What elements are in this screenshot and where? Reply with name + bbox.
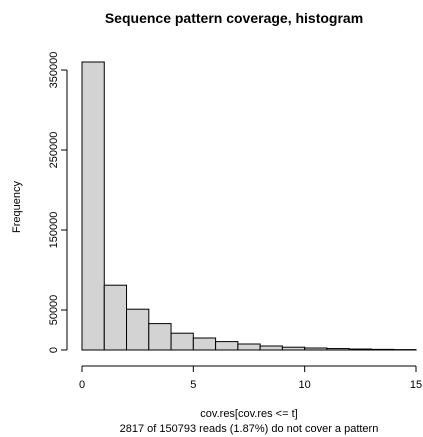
histogram-bar-5 bbox=[192, 337, 217, 351]
y-tick-label-0: 0 bbox=[48, 347, 60, 353]
histogram-bar-8 bbox=[259, 345, 283, 351]
histogram-bar-0 bbox=[81, 61, 105, 351]
histogram-bar-4 bbox=[170, 332, 194, 351]
y-axis-label: Frequency bbox=[11, 181, 23, 233]
x-tick-label-2: 10 bbox=[299, 379, 311, 391]
histogram-bar-9 bbox=[281, 346, 306, 351]
histogram-bar-12 bbox=[348, 348, 372, 351]
x-tick-label-1: 5 bbox=[190, 379, 196, 391]
histogram-bar-7 bbox=[237, 343, 261, 351]
histogram-bar-10 bbox=[304, 347, 328, 351]
x-axis-label: cov.res[cov.res <= t] bbox=[200, 408, 297, 420]
y-axis: 0 50000 150000 250000 350000 bbox=[48, 52, 68, 353]
histogram-bar-1 bbox=[103, 284, 128, 351]
y-tick-label-1: 50000 bbox=[48, 295, 60, 326]
histogram-bar-13 bbox=[370, 348, 395, 351]
histogram-bar-2 bbox=[126, 308, 150, 351]
histogram-bar-3 bbox=[148, 323, 172, 351]
y-tick-label-3: 250000 bbox=[48, 132, 60, 169]
histogram-bar-6 bbox=[215, 341, 239, 351]
chart-title: Sequence pattern coverage, histogram bbox=[105, 10, 363, 26]
bars-group bbox=[81, 61, 417, 351]
chart-subtitle: 2817 of 150793 reads (1.87%) do not cove… bbox=[120, 423, 379, 435]
x-tick-label-0: 0 bbox=[79, 379, 85, 391]
y-tick-label-4: 350000 bbox=[48, 52, 60, 89]
y-tick-label-2: 150000 bbox=[48, 212, 60, 249]
x-axis: 0 5 10 15 bbox=[79, 365, 422, 391]
x-tick-label-3: 15 bbox=[410, 379, 422, 391]
histogram-bar-11 bbox=[326, 348, 350, 351]
